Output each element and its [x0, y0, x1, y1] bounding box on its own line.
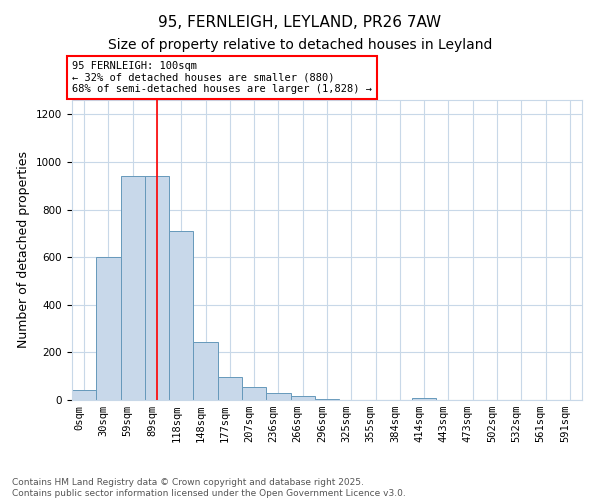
Text: 95, FERNLEIGH, LEYLAND, PR26 7AW: 95, FERNLEIGH, LEYLAND, PR26 7AW: [158, 15, 442, 30]
Bar: [145, 176, 169, 400]
Bar: [218, 376, 242, 400]
Text: 95 FERNLEIGH: 100sqm
← 32% of detached houses are smaller (880)
68% of semi-deta: 95 FERNLEIGH: 100sqm ← 32% of detached h…: [72, 61, 372, 94]
Bar: [72, 390, 96, 400]
Text: Contains HM Land Registry data © Crown copyright and database right 2025.
Contai: Contains HM Land Registry data © Crown c…: [12, 478, 406, 498]
Text: Size of property relative to detached houses in Leyland: Size of property relative to detached ho…: [108, 38, 492, 52]
Bar: [169, 231, 193, 400]
Bar: [96, 257, 121, 400]
Bar: [121, 176, 145, 400]
Bar: [290, 396, 315, 400]
Y-axis label: Number of detached properties: Number of detached properties: [17, 152, 31, 348]
Bar: [315, 399, 339, 400]
Bar: [193, 342, 218, 400]
Bar: [266, 393, 290, 400]
Bar: [412, 398, 436, 400]
Bar: [242, 387, 266, 400]
